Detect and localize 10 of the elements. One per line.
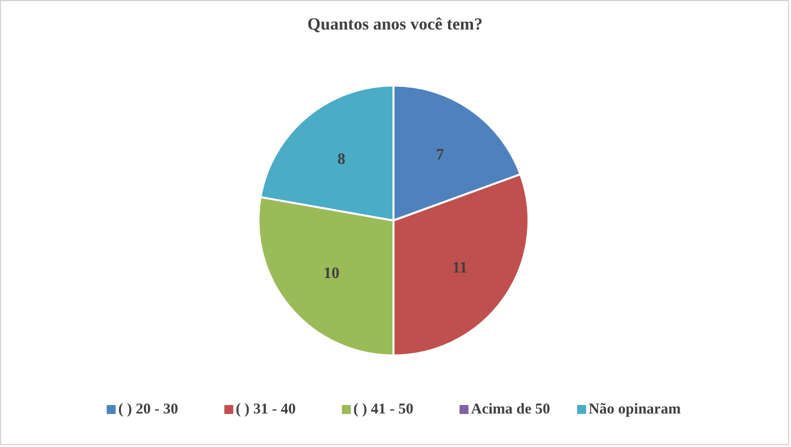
legend-label: ( ) 31 - 40 — [236, 402, 296, 418]
legend-label: Acima de 50 — [471, 402, 550, 418]
chart-title: Quantos anos você tem? — [307, 14, 483, 34]
data-label: 8 — [337, 150, 346, 168]
legend-label: Não opinaram — [588, 402, 682, 418]
legend-label: ( ) 20 - 30 — [118, 402, 178, 418]
data-label: 7 — [436, 146, 444, 164]
data-label: 11 — [452, 259, 468, 276]
data-label: 10 — [323, 265, 340, 282]
legend-label: ( ) 41 - 50 — [353, 402, 414, 418]
